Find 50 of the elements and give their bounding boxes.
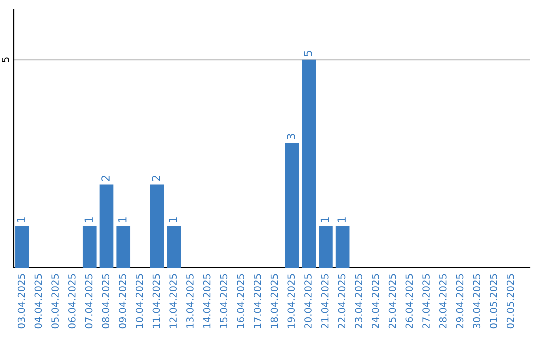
x-tick-label: 03.04.2025 <box>18 274 26 329</box>
x-tick-label: 01.05.2025 <box>490 274 498 329</box>
x-tick-label: 29.04.2025 <box>456 274 464 329</box>
x-tick-label: 24.04.2025 <box>372 274 380 329</box>
bar <box>302 60 316 268</box>
x-tick-label: 21.04.2025 <box>321 274 329 329</box>
x-tick-label: 04.04.2025 <box>34 274 42 329</box>
x-tick-label: 22.04.2025 <box>338 274 346 329</box>
data-label: 1 <box>118 218 127 222</box>
x-tick-label: 12.04.2025 <box>170 274 178 328</box>
x-tick-label: 27.04.2025 <box>422 274 430 329</box>
x-tick-label: 18.04.2025 <box>270 274 278 328</box>
x-tick-label: 02.05.2025 <box>506 274 514 329</box>
x-tick-label: 26.04.2025 <box>406 274 414 329</box>
bar <box>16 226 30 268</box>
data-label: 2 <box>102 176 110 182</box>
bar <box>285 143 300 268</box>
x-tick-label: 20.04.2025 <box>304 274 312 329</box>
bar <box>336 226 350 268</box>
x-tick-label: 19.04.2025 <box>288 274 296 328</box>
data-label: 1 <box>84 218 93 222</box>
x-tick-label: 11.04.2025 <box>152 274 160 328</box>
x-tick-label: 15.04.2025 <box>220 274 228 328</box>
data-label: 1 <box>169 218 178 222</box>
x-tick-label: 17.04.2025 <box>254 274 262 328</box>
x-tick-label: 08.04.2025 <box>102 274 110 329</box>
x-tick-label: 14.04.2025 <box>203 274 211 328</box>
data-label: 1 <box>17 218 26 222</box>
data-label: 5 <box>304 51 312 56</box>
x-tick-label: 23.04.2025 <box>355 274 363 329</box>
x-tick-label: 16.04.2025 <box>237 274 244 328</box>
bar <box>167 226 182 268</box>
bar <box>150 184 164 268</box>
x-tick-label: 09.04.2025 <box>119 274 126 329</box>
bar <box>82 226 97 268</box>
x-tick-label: 05.04.2025 <box>52 274 59 329</box>
x-tick-label: 13.04.2025 <box>186 274 194 328</box>
x-tick-label: 10.04.2025 <box>136 274 144 328</box>
x-tick-label: 28.04.2025 <box>439 274 447 329</box>
x-tick-label: 07.04.2025 <box>85 274 93 329</box>
x-tick-label: 25.04.2025 <box>388 274 396 329</box>
data-label: 3 <box>287 134 296 140</box>
x-tick-label: 30.04.2025 <box>473 274 481 328</box>
x-tick-label: 06.04.2025 <box>68 274 76 329</box>
bar <box>116 226 131 268</box>
data-label: 2 <box>152 176 160 182</box>
data-label: 1 <box>338 218 346 222</box>
bar <box>319 226 333 268</box>
data-label: 1 <box>320 218 330 222</box>
bar <box>100 184 114 268</box>
